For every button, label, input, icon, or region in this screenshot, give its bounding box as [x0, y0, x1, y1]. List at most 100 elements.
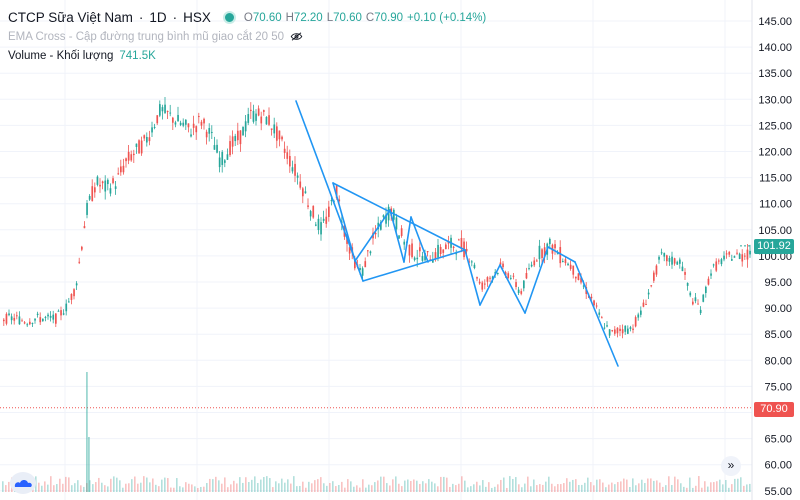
volume-bar — [611, 482, 613, 492]
candle-body — [302, 188, 304, 197]
volume-bar — [284, 482, 286, 492]
candle-body — [642, 302, 645, 307]
candle-body — [398, 235, 400, 239]
candle-body — [666, 255, 668, 262]
candle-body — [536, 260, 538, 262]
volume-bar — [116, 477, 118, 492]
volume-bar — [260, 479, 262, 492]
candle-body — [460, 237, 463, 249]
candle-body — [208, 127, 211, 134]
volume-bar — [140, 482, 142, 492]
volume-bar — [389, 485, 391, 492]
candle-body — [179, 122, 182, 125]
candle-body — [161, 107, 164, 112]
candle-body — [205, 131, 208, 138]
volume-bar — [554, 486, 556, 492]
volume-bar — [302, 481, 304, 492]
volume-bar — [542, 484, 544, 492]
double-chevron-right-icon[interactable]: » — [721, 456, 741, 476]
volume-bar — [371, 485, 373, 492]
low-key: L — [326, 11, 334, 24]
candle-body — [361, 268, 364, 276]
volume-bar — [182, 487, 184, 492]
interval-label[interactable]: 1D — [149, 10, 167, 25]
volume-bar — [137, 483, 139, 492]
candle-body — [725, 253, 728, 255]
candle-body — [135, 143, 138, 147]
candle-body — [367, 250, 369, 252]
trendline — [354, 209, 391, 262]
volume-bar — [506, 487, 508, 492]
volume-bar — [431, 481, 433, 492]
candle-body — [520, 291, 523, 294]
candle-body — [575, 276, 577, 279]
volume-bar — [569, 481, 571, 492]
candle-body — [590, 296, 593, 299]
candle-body — [29, 321, 31, 325]
candle-body — [81, 246, 83, 250]
candle-body — [16, 315, 18, 317]
candle-body — [190, 134, 192, 137]
candle-body — [510, 277, 512, 279]
candle-body — [257, 108, 260, 116]
candle-body — [252, 110, 255, 122]
volume-bar — [620, 481, 622, 492]
volume-bar — [293, 476, 295, 492]
candle-body — [624, 325, 627, 332]
indicator-label[interactable]: EMA Cross - Cập đường trung bình mũ giao… — [8, 30, 285, 43]
candle-body — [70, 293, 73, 300]
candle-body — [478, 281, 481, 284]
volume-bar — [332, 481, 334, 492]
eye-slash-icon[interactable] — [290, 32, 303, 41]
candle-body — [55, 313, 57, 324]
volume-bar — [290, 483, 292, 492]
trendline — [464, 249, 481, 306]
candle-body — [177, 114, 179, 122]
candle-body — [567, 263, 569, 266]
volume-bar — [125, 483, 127, 492]
volume-bar — [326, 485, 328, 492]
candle-body — [107, 179, 109, 185]
y-tick-label: 110.00 — [759, 199, 792, 211]
volume-bar — [671, 485, 673, 492]
volume-bar — [188, 483, 190, 492]
volume-bar — [77, 480, 79, 492]
volume-bar — [419, 483, 421, 492]
last-price-tag: 101.92 — [754, 239, 794, 254]
candle-body — [380, 222, 382, 230]
candle-body — [572, 265, 575, 275]
volume-bar — [401, 486, 403, 492]
candle-body — [156, 115, 159, 124]
volume-bar — [737, 478, 739, 492]
indicator-row[interactable]: EMA Cross - Cập đường trung bình mũ giao… — [8, 27, 486, 46]
volume-bar — [362, 479, 364, 492]
candle-body — [517, 289, 520, 294]
candle-body — [268, 115, 270, 125]
volume-bar — [575, 479, 577, 492]
candle-body — [614, 329, 616, 334]
candle-body — [595, 305, 598, 307]
candle-body — [486, 277, 489, 282]
candle-body — [224, 160, 226, 163]
y-tick-label: 105.00 — [758, 225, 792, 237]
volume-bar — [152, 478, 154, 492]
volume-label[interactable]: Volume - Khối lượng — [8, 49, 114, 62]
candle-body — [530, 264, 533, 267]
candle-body — [689, 292, 692, 296]
candle-body — [499, 262, 502, 265]
candle-body — [424, 253, 426, 261]
volume-bar — [146, 477, 148, 492]
volume-bar — [512, 478, 514, 492]
y-tick-label: 90.00 — [764, 303, 792, 315]
symbol-name[interactable]: CTCP Sữa Việt Nam — [8, 10, 133, 25]
volume-bar — [470, 486, 472, 492]
candle-body — [455, 253, 458, 255]
cloud-logo-icon[interactable] — [10, 472, 36, 494]
candle-body — [182, 122, 185, 126]
candle-body — [413, 257, 416, 261]
volume-value: 741.5K — [119, 49, 156, 62]
volume-bar — [314, 480, 316, 492]
volume-bar — [680, 483, 682, 492]
